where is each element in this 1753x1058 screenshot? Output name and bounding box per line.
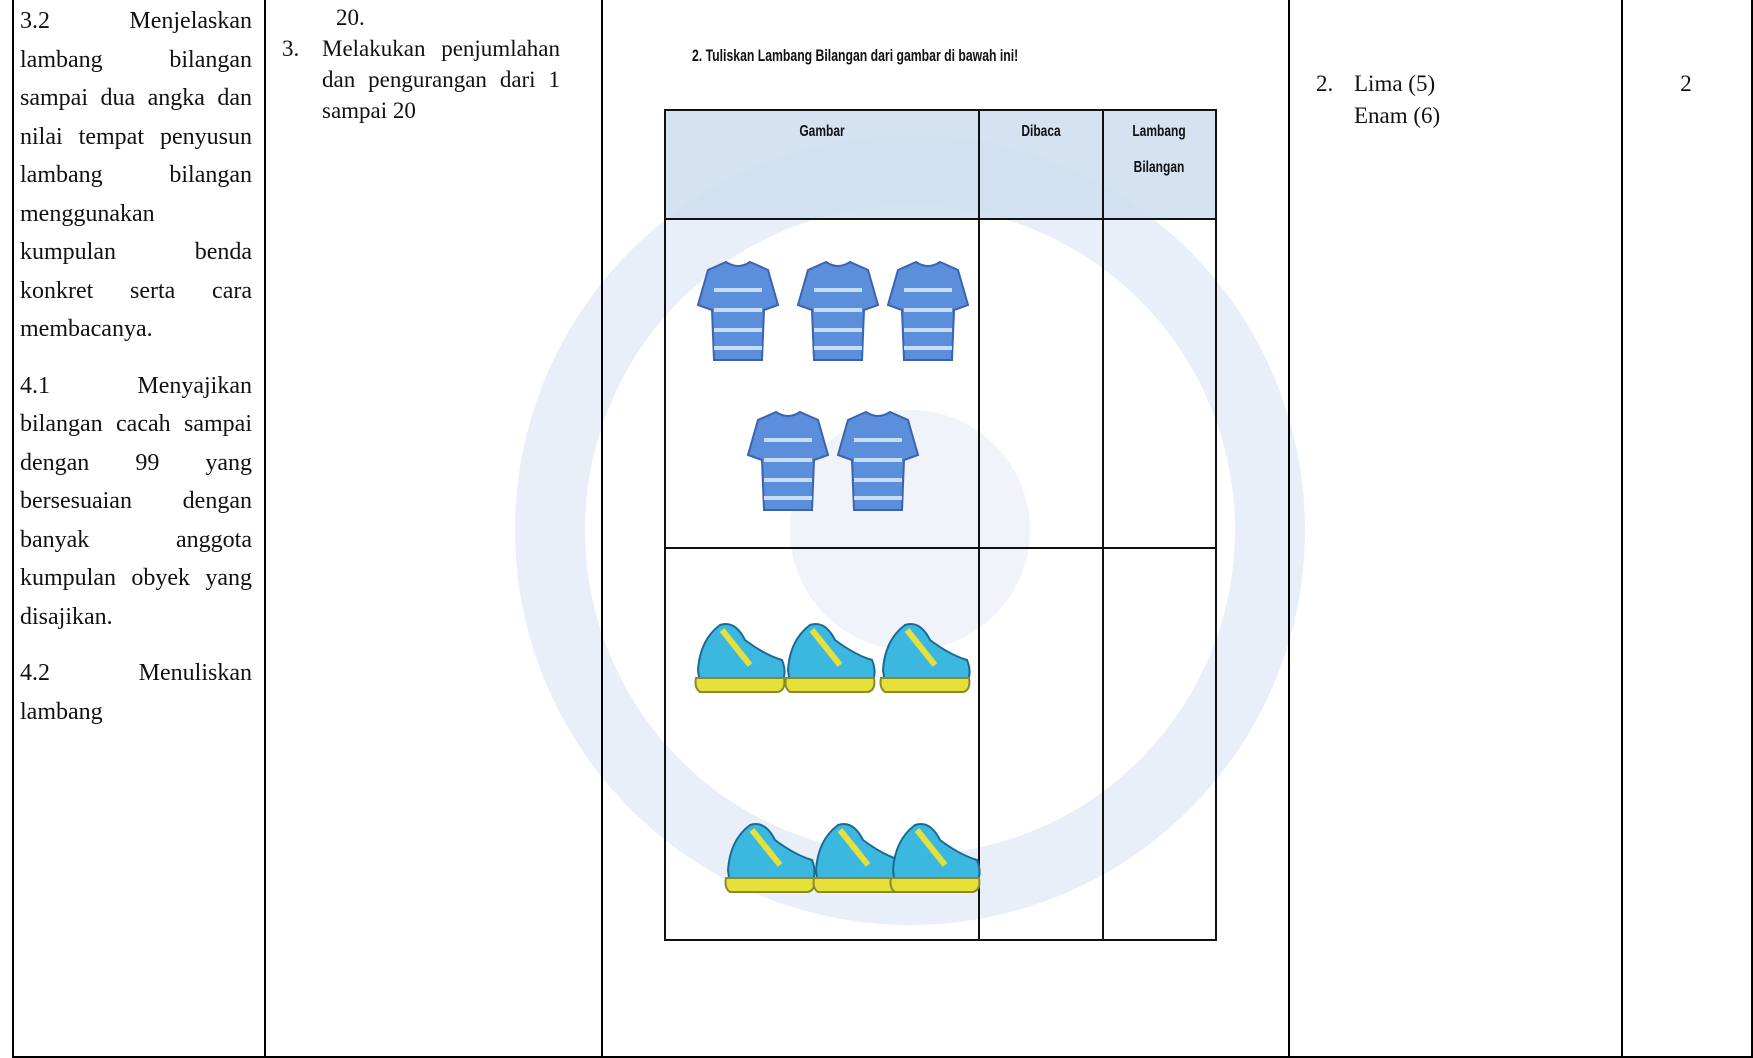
column-header: Gambar	[799, 123, 845, 140]
text: Melakukan penjumlahan dan pengurangan da…	[322, 36, 560, 123]
answer: 2. Lima (5) Enam (6)	[1316, 68, 1440, 132]
list-number: 2.	[1316, 71, 1334, 96]
paragraph: 4.2 Menuliskan lambang	[20, 660, 252, 725]
border	[601, 0, 603, 1056]
column-header: Dibaca	[1021, 123, 1061, 140]
score: 2	[1680, 71, 1692, 96]
border	[12, 1056, 1753, 1058]
answer-line: Enam (6)	[1354, 103, 1441, 128]
indicator: 20. 3. Melakukan penjumlahan dan pengura…	[282, 2, 586, 126]
border	[1288, 0, 1290, 1056]
border	[264, 0, 266, 1056]
border	[1751, 0, 1753, 1056]
paragraph: 4.1 Menyajikan bilangan cacah sampai den…	[20, 372, 252, 630]
list-item: 3. Melakukan penjumlahan dan pengurangan…	[282, 33, 586, 126]
border	[1621, 0, 1623, 1056]
column-header: Lambang Bilangan	[1132, 123, 1186, 176]
text: 20.	[336, 5, 365, 30]
list-number: 3.	[282, 36, 300, 61]
answer-line: Lima (5)	[1354, 71, 1436, 96]
question-title: 2. Tuliskan Lambang Bilangan dari gambar…	[692, 46, 1019, 65]
paragraph: 3.2 Menjelaskan lambang bilangan sampai …	[20, 8, 252, 342]
border	[12, 0, 14, 1056]
competency: 3.2 Menjelaskan lambang bilangan sampai …	[20, 2, 252, 749]
